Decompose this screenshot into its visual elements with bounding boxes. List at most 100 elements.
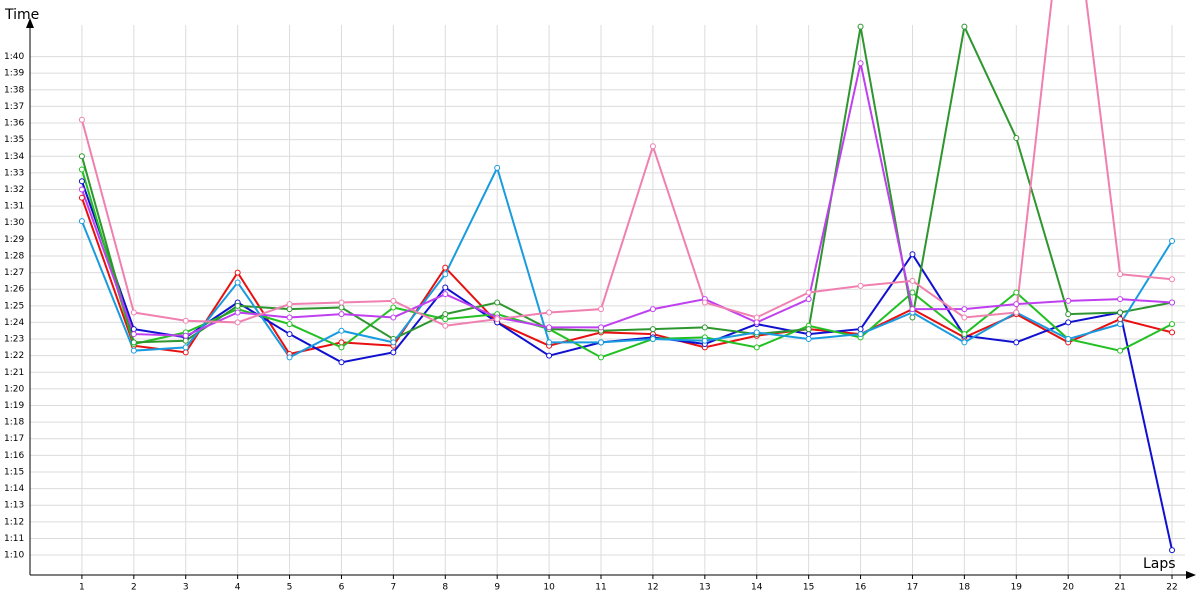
data-point <box>805 331 812 338</box>
y-tick-label: 1:23 <box>4 335 24 345</box>
y-tick-label: 1:25 <box>4 301 24 311</box>
data-point <box>78 116 85 123</box>
data-point <box>1169 329 1176 336</box>
x-tick-label: 4 <box>235 583 241 593</box>
data-point <box>1013 134 1020 141</box>
data-point <box>182 332 189 339</box>
x-tick-label: 9 <box>494 583 500 593</box>
data-point <box>1117 296 1124 303</box>
y-tick-label: 1:19 <box>4 401 24 411</box>
y-tick-label: 1:37 <box>4 102 24 112</box>
data-point <box>1169 321 1176 328</box>
data-point <box>546 339 553 346</box>
y-tick-label: 1:24 <box>4 318 24 328</box>
data-point <box>390 304 397 311</box>
data-point <box>442 264 449 271</box>
data-point <box>338 344 345 351</box>
data-point <box>442 316 449 323</box>
x-tick-label: 7 <box>391 583 397 593</box>
x-axis-arrow <box>1186 571 1196 579</box>
y-tick-label: 1:10 <box>4 551 24 561</box>
data-point <box>546 324 553 331</box>
y-tick-label: 1:40 <box>4 52 24 62</box>
data-point <box>961 331 968 338</box>
data-point <box>857 23 864 30</box>
y-tick-label: 1:18 <box>4 418 24 428</box>
data-point <box>857 60 864 67</box>
data-point <box>701 299 708 306</box>
data-point <box>390 349 397 356</box>
x-tick-label: 16 <box>855 583 867 593</box>
x-tick-label: 15 <box>803 583 814 593</box>
x-tick-label: 1 <box>79 583 85 593</box>
data-point <box>1013 309 1020 316</box>
data-point <box>494 299 501 306</box>
data-point <box>1117 271 1124 278</box>
data-point <box>805 336 812 343</box>
series-line <box>80 23 1173 344</box>
x-tick-label: 14 <box>751 583 763 593</box>
data-point <box>598 354 605 361</box>
data-point <box>442 271 449 278</box>
data-point <box>1065 311 1072 318</box>
data-point <box>753 344 760 351</box>
y-tick-label: 1:38 <box>4 85 24 95</box>
data-point <box>753 314 760 321</box>
x-tick-label: 17 <box>907 583 918 593</box>
data-point <box>546 309 553 316</box>
data-point <box>1013 289 1020 296</box>
data-point <box>805 289 812 296</box>
x-tick-label: 3 <box>183 583 189 593</box>
data-point <box>649 336 656 343</box>
x-tick-label: 11 <box>595 583 606 593</box>
data-point <box>442 311 449 318</box>
data-point <box>78 178 85 185</box>
y-tick-label: 1:17 <box>4 434 24 444</box>
data-point <box>598 306 605 313</box>
y-tick-label: 1:34 <box>4 152 24 162</box>
x-tick-label: 2 <box>131 583 137 593</box>
data-point <box>234 279 241 286</box>
x-tick-label: 21 <box>1114 583 1125 593</box>
data-point <box>909 277 916 284</box>
data-point <box>78 218 85 225</box>
data-point <box>494 316 501 323</box>
y-tick-label: 1:27 <box>4 268 24 278</box>
data-point <box>857 282 864 289</box>
data-point <box>390 314 397 321</box>
data-point <box>234 319 241 326</box>
data-point <box>1169 547 1176 554</box>
y-tick-label: 1:11 <box>4 534 24 544</box>
data-point <box>442 322 449 329</box>
data-point <box>546 352 553 359</box>
data-point <box>961 306 968 313</box>
data-point <box>1169 276 1176 283</box>
data-point <box>78 166 85 173</box>
y-tick-label: 1:32 <box>4 185 24 195</box>
x-tick-label: 5 <box>287 583 293 593</box>
y-tick-label: 1:36 <box>4 119 24 129</box>
data-point <box>130 326 137 333</box>
series-line <box>80 165 1173 359</box>
x-tick-label: 22 <box>1166 583 1177 593</box>
data-point <box>338 339 345 346</box>
data-point <box>649 143 656 150</box>
data-point <box>182 349 189 356</box>
data-point <box>286 314 293 321</box>
data-point <box>390 339 397 346</box>
data-point <box>1117 321 1124 328</box>
data-point <box>753 329 760 336</box>
x-tick-label: 10 <box>543 583 555 593</box>
y-tick-label: 1:22 <box>4 351 24 361</box>
data-point <box>286 354 293 361</box>
data-point <box>1065 297 1072 304</box>
data-point <box>701 337 708 344</box>
data-point <box>961 339 968 346</box>
data-point <box>182 344 189 351</box>
data-point <box>909 251 916 258</box>
data-point <box>1117 309 1124 316</box>
series-line <box>80 63 1173 337</box>
series-line <box>80 0 1173 327</box>
data-point <box>909 314 916 321</box>
